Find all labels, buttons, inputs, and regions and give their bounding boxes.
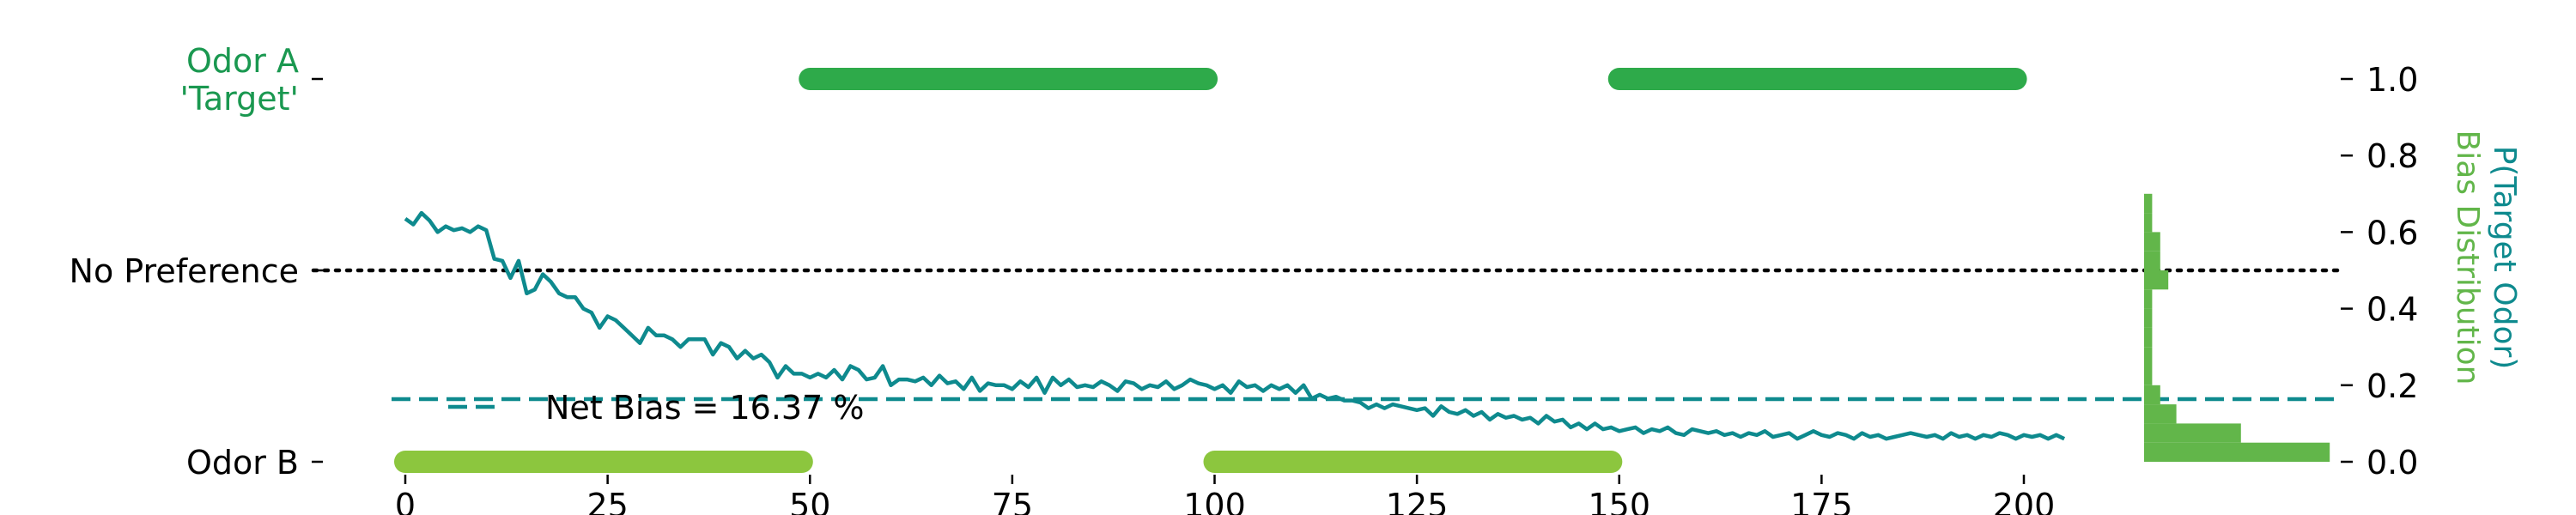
bias-distribution-bar-7 <box>2144 327 2153 348</box>
x-tick-label-175: 175 <box>1790 487 1853 515</box>
bias-distribution-bar-5 <box>2144 366 2153 385</box>
y-right-tick-label-5: 0.8 <box>2366 137 2418 175</box>
bias-distribution-bar-13 <box>2144 213 2153 233</box>
y-right-tick-label-3: 0.4 <box>2366 291 2418 329</box>
odor-blocks-layer <box>394 68 2027 473</box>
bias-distribution-bar-6 <box>2144 347 2153 367</box>
p-target-odor-series-1 <box>404 210 2066 441</box>
bias-distribution-bar-9 <box>2144 289 2153 309</box>
y-left-tick-label-3-1: Odor A <box>186 42 299 80</box>
bias-distribution-bar-1 <box>2144 442 2330 462</box>
bias-distribution-bar-10 <box>2144 270 2169 290</box>
bias-distribution-bar-3 <box>2144 404 2177 424</box>
net-bias-legend-label: Net Bias = 16.37 % <box>545 389 864 427</box>
y-left-tick-label-1-1: Odor B <box>186 444 299 482</box>
right-axis-title-2-group: Bias Distribution <box>2450 130 2485 385</box>
right-axis-title-target-odor: P(Target Odor) <box>2487 146 2522 370</box>
bias-distribution-bar-11 <box>2144 251 2160 270</box>
x-tick-label-150: 150 <box>1588 487 1650 515</box>
right-axis-title-bias-distribution: Bias Distribution <box>2450 130 2485 385</box>
bias-distribution-bar-14 <box>2144 193 2153 214</box>
y-right-tick-label-4: 0.6 <box>2366 214 2418 251</box>
y-right-tick-label-6: 1.0 <box>2366 61 2418 99</box>
x-tick-label-25: 25 <box>586 487 628 515</box>
x-axis: 0 25 50 75 100 125 150 175 200 <box>395 475 2055 515</box>
series-layer <box>404 210 2066 441</box>
x-tick-label-50: 50 <box>789 487 830 515</box>
right-axis-title-1-group: P(Target Odor) <box>2487 146 2522 370</box>
y-left-tick-label-2-1: No Preference <box>70 252 299 290</box>
x-tick-label-100: 100 <box>1183 487 1246 515</box>
x-tick-label-75: 75 <box>992 487 1033 515</box>
y-right-tick-label-2: 0.2 <box>2366 367 2418 405</box>
y-axis-left: Odor B No Preference Odor A'Target' <box>70 42 323 482</box>
y-left-tick-label-3-2: 'Target' <box>180 80 299 118</box>
bias-distribution-bar-2 <box>2144 423 2241 443</box>
y-right-tick-label-1: 0.0 <box>2366 444 2418 482</box>
x-tick-label-200: 200 <box>1993 487 2056 515</box>
x-tick-label-0: 0 <box>395 487 416 515</box>
bias-distribution-bar-4 <box>2144 385 2160 405</box>
bias-distribution-bar-8 <box>2144 308 2153 328</box>
bias-distribution-bar-12 <box>2144 232 2160 251</box>
y-axis-right: 0.0 0.2 0.4 0.6 0.8 1.0 <box>2341 61 2418 482</box>
x-tick-label-125: 125 <box>1386 487 1449 515</box>
bias-histogram-layer <box>2144 193 2330 462</box>
